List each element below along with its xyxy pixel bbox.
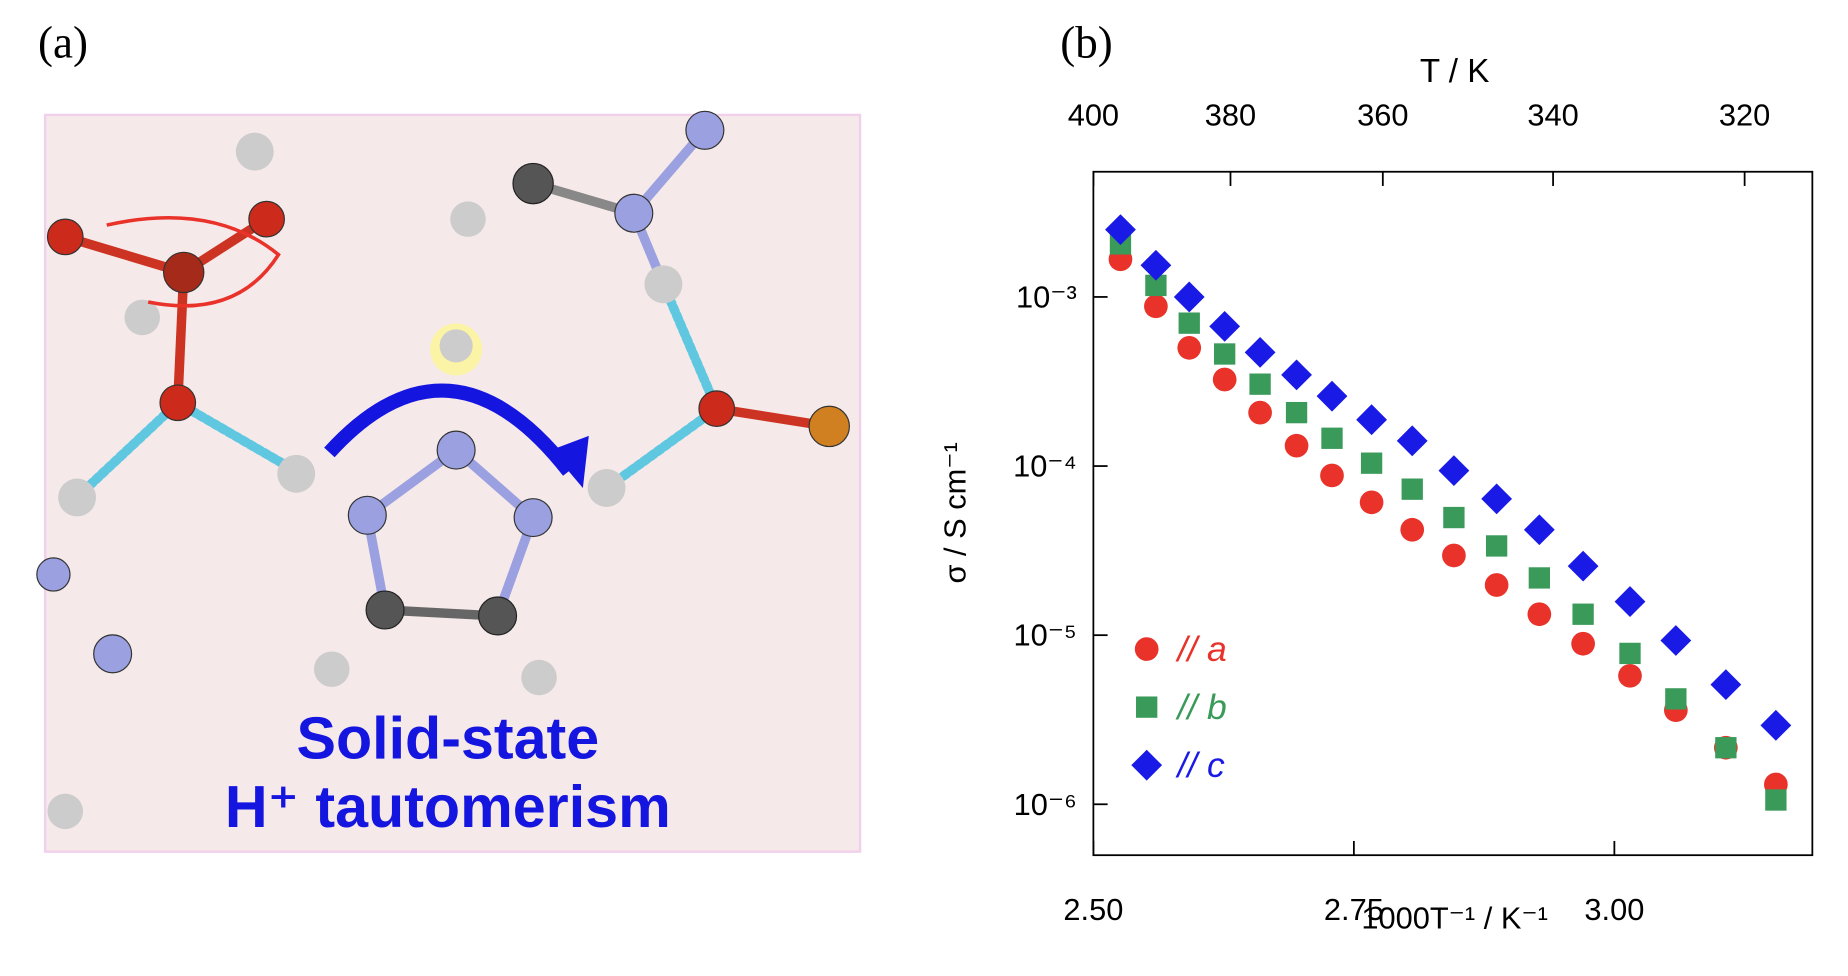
data-point [1284,433,1309,458]
arrowhead [550,435,589,488]
data-point [1320,463,1344,488]
legend-marker [1131,749,1163,781]
data-point [1443,506,1465,529]
data-point [1715,737,1737,759]
data-point [1212,367,1237,392]
x2-tick-label: 360 [1357,97,1408,132]
data-point [1144,294,1168,319]
caption: H⁺ tautomerism [225,773,671,840]
y-tick-label: 10⁻⁴ [1013,449,1077,484]
y-tick-label: 10⁻⁵ [1014,618,1077,653]
data-point [1618,663,1642,688]
data-point [1665,688,1687,710]
atoms [36,110,850,830]
arrow [324,383,575,476]
x-tick-label: 3.00 [1584,892,1644,927]
legend-label: // b [1174,687,1226,727]
y-tick-label: 10⁻³ [1016,279,1077,314]
data-point [1710,669,1742,701]
data-point [1481,483,1513,515]
data-point [1485,535,1508,557]
data-point [1249,373,1271,395]
data-point [1359,490,1384,515]
data-point [1316,380,1348,412]
y-tick-label: 10⁻⁶ [1014,787,1077,822]
data-point [1209,310,1241,342]
illustration-background [43,113,862,853]
data-point [1285,401,1308,424]
data-point [1177,336,1202,360]
x2-tick-label: 380 [1205,97,1256,132]
panel-label: (b) [1060,18,1112,68]
data-point [1140,249,1172,281]
data-point [1105,214,1136,246]
data-point [1178,312,1200,334]
data-point [1660,625,1692,656]
data-point [1244,337,1276,368]
data-point [1528,567,1551,589]
panel-label: (a) [38,18,88,68]
x2-tick-label: 400 [1068,97,1119,132]
data-point [1145,274,1167,297]
data-point [1248,400,1272,425]
data-point [1484,573,1509,597]
legend-marker [1136,696,1158,718]
data-point [1523,514,1555,546]
rotation-arrow [106,216,281,308]
legend-label: // a [1174,629,1226,669]
data-point [1321,427,1343,449]
caption: Solid-state [296,704,599,771]
data-point [1401,478,1423,500]
illustration: Solid-state H⁺ tautomerism [36,110,862,853]
x-tick-label: 2.75 [1324,892,1384,927]
x-axis-title: 1000T⁻¹ / K⁻¹ [1361,900,1547,935]
data-point [1572,603,1594,625]
data-point [1619,642,1641,665]
data-point [1760,709,1792,741]
data-point [1571,631,1595,656]
plot-frame [1092,170,1814,857]
x-tick-label: 2.50 [1063,892,1123,927]
data-point [1438,455,1470,487]
legend-label: // c [1174,745,1225,785]
data-point [1173,281,1205,313]
data-point [1356,404,1387,436]
x2-axis-title: T / K [1420,53,1489,90]
x2-tick-label: 340 [1527,97,1578,132]
data-point [1765,789,1787,811]
legend-marker [1134,637,1159,661]
data-point [1442,543,1466,568]
data-point [1567,550,1599,582]
data-point [1400,517,1425,542]
data-point [1527,602,1552,627]
data-point [1281,359,1312,391]
y-axis-title: σ / S cm⁻¹ [937,442,972,583]
data-point [1360,452,1383,474]
data-point [1396,425,1428,457]
x2-tick-label: 320 [1719,97,1770,132]
data-point [1614,586,1646,617]
data-point [1214,343,1236,365]
